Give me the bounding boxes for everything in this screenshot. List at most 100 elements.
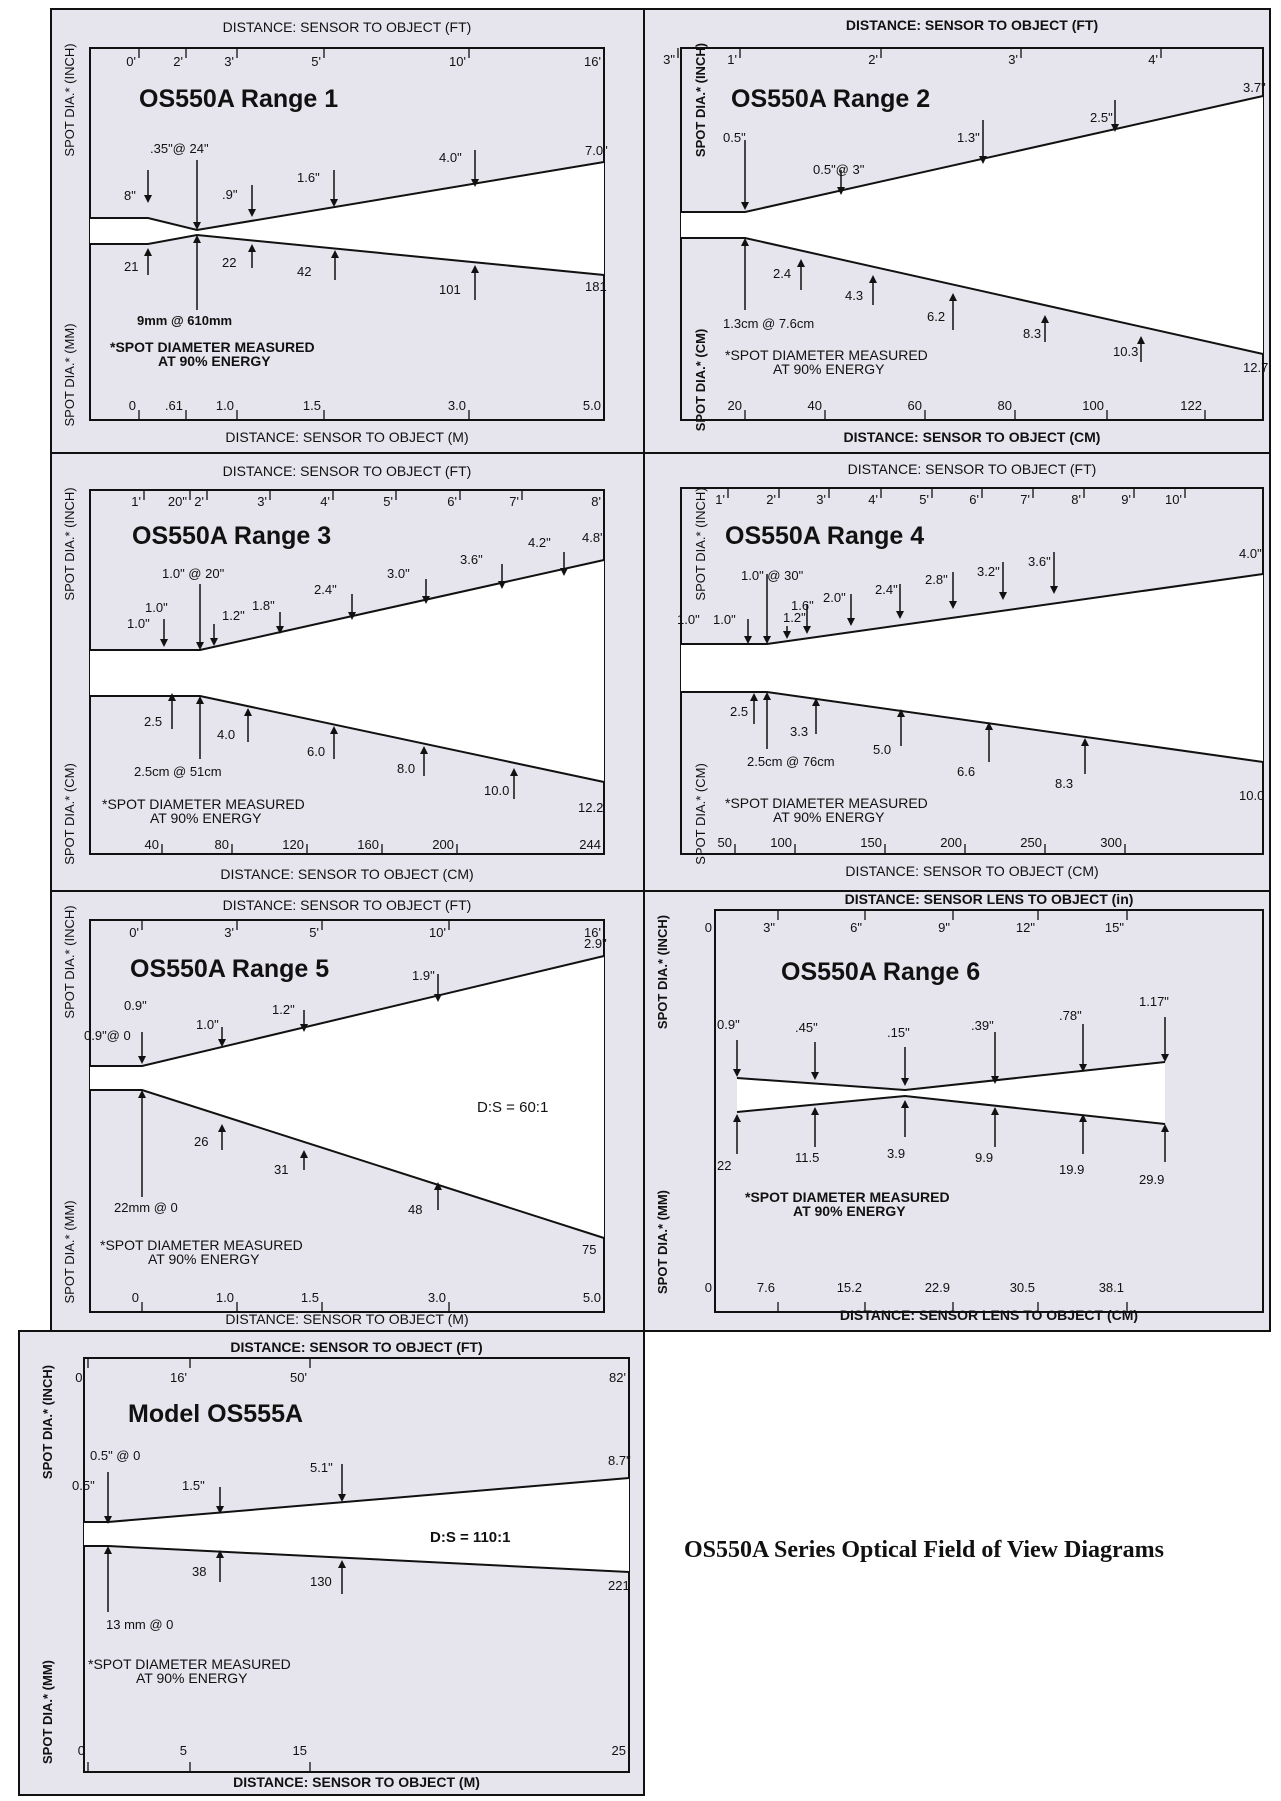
- top-tick-label: 15": [1105, 920, 1124, 935]
- top-tick-label: 3': [816, 492, 826, 507]
- bottom-tick-label: 38.1: [1099, 1280, 1124, 1295]
- arrowhead-up-icon: [1137, 336, 1145, 344]
- lower-spot-label: 8.3: [1023, 326, 1041, 341]
- top-tick-label: 16': [170, 1370, 187, 1385]
- upper-spot-label: 8": [124, 188, 136, 203]
- upper-spot-label: 1.6": [297, 170, 320, 185]
- upper-spot-label: .39": [971, 1018, 994, 1033]
- left-axis-title-inch: SPOT DIA.* (INCH): [62, 487, 77, 600]
- upper-spot-label: 2.4": [314, 582, 337, 597]
- top-tick-label: 6": [850, 920, 862, 935]
- left-axis-title-metric: SPOT DIA.* (CM): [62, 763, 77, 865]
- upper-spot-label: 2.8": [925, 572, 948, 587]
- upper-spot-label: 0.9": [124, 998, 147, 1013]
- bottom-tick-label: 15: [293, 1743, 307, 1758]
- arrowhead-up-icon: [741, 238, 749, 246]
- left-axis-title-metric: SPOT DIA.* (MM): [655, 1190, 670, 1294]
- arrowhead-up-icon: [1041, 315, 1049, 323]
- top-tick-label: 10': [449, 54, 466, 69]
- top-tick-label: 3': [224, 925, 234, 940]
- arrowhead-down-icon: [138, 1056, 146, 1064]
- upper-spot-label: 0.5": [723, 130, 746, 145]
- upper-spot-label: 4.0": [439, 150, 462, 165]
- lower-spot-label: 6.0: [307, 744, 325, 759]
- bottom-tick-label: 1.5: [303, 398, 321, 413]
- spot-diameter-footnote-line2: AT 90% ENERGY: [136, 1670, 248, 1686]
- distance-to-spot-ratio: D:S = 110:1: [430, 1529, 510, 1546]
- arrowhead-up-icon: [196, 696, 204, 704]
- arrowhead-up-icon: [750, 693, 758, 701]
- focus-point-note: 2.5cm @ 51cm: [134, 764, 222, 779]
- upper-spot-label: 0.5" @ 0: [90, 1448, 140, 1463]
- lower-spot-label: 10.0: [484, 783, 509, 798]
- focus-point-note: 2.5cm @ 76cm: [747, 754, 835, 769]
- bottom-axis-title: DISTANCE: SENSOR TO OBJECT (CM): [220, 866, 473, 882]
- lower-spot-label: 10.0: [1239, 788, 1264, 803]
- focus-point-note: 1.3cm @ 7.6cm: [723, 316, 814, 331]
- arrowhead-up-icon: [797, 259, 805, 267]
- upper-spot-label: 0.5": [72, 1478, 95, 1493]
- upper-spot-label: 1.17": [1139, 994, 1169, 1009]
- lower-spot-label: 9.9: [975, 1150, 993, 1165]
- diagram-title: OS550A Range 2: [731, 85, 930, 113]
- upper-spot-label: 1.0" @ 20": [162, 566, 225, 581]
- bottom-tick-label: 22.9: [925, 1280, 950, 1295]
- top-tick-label: 9': [1121, 492, 1131, 507]
- arrowhead-down-icon: [847, 618, 855, 626]
- arrowhead-down-icon: [248, 209, 256, 217]
- diagram-svg: DISTANCE: SENSOR TO OBJECT (FT) DISTANCE:…: [40, 1339, 631, 1790]
- diagram-svg: DISTANCE: SENSOR TO OBJECT (FT) DISTANCE:…: [62, 897, 607, 1327]
- top-tick-label: 7': [1020, 492, 1030, 507]
- top-tick-label: 1': [715, 492, 725, 507]
- top-tick-label: 5': [309, 925, 319, 940]
- beam-fill: [90, 956, 604, 1238]
- bottom-tick-label: 1.0: [216, 398, 234, 413]
- arrowhead-up-icon: [193, 235, 201, 243]
- arrowhead-up-icon: [331, 250, 339, 258]
- top-tick-label: 20": [168, 494, 187, 509]
- arrowhead-down-icon: [338, 1494, 346, 1502]
- arrowhead-up-icon: [812, 698, 820, 706]
- top-tick-label: 9": [938, 920, 950, 935]
- bottom-tick-label: 150: [860, 835, 882, 850]
- lower-spot-label: 8.0: [397, 761, 415, 776]
- upper-spot-label: 2.5": [1090, 110, 1113, 125]
- arrowhead-up-icon: [901, 1100, 909, 1108]
- top-axis-title: DISTANCE: SENSOR TO OBJECT (FT): [223, 19, 472, 35]
- lower-spot-label: 4.3: [845, 288, 863, 303]
- spot-diameter-footnote-line2: AT 90% ENERGY: [158, 353, 271, 369]
- lower-spot-label: 22: [717, 1158, 731, 1173]
- upper-spot-label: 7.0": [585, 143, 608, 158]
- top-tick-label: 4': [868, 492, 878, 507]
- arrowhead-down-icon: [144, 195, 152, 203]
- distance-to-spot-ratio: D:S = 60:1: [477, 1099, 548, 1116]
- bottom-tick-label: .61: [165, 398, 183, 413]
- upper-spot-label: .15": [887, 1025, 910, 1040]
- bottom-tick-label: 80: [998, 398, 1012, 413]
- spot-diameter-footnote: *SPOT DIAMETER MEASURED: [725, 347, 928, 363]
- upper-spot-label: 1.0": [145, 600, 168, 615]
- bottom-tick-label: 50: [718, 835, 732, 850]
- left-axis-title-metric: SPOT DIA.* (MM): [40, 1660, 55, 1764]
- arrowhead-up-icon: [330, 726, 338, 734]
- bottom-tick-label: 0: [132, 1290, 139, 1305]
- left-axis-title-inch: SPOT DIA.* (INCH): [693, 43, 708, 157]
- spot-diameter-footnote-line2: AT 90% ENERGY: [150, 810, 262, 826]
- arrowhead-up-icon: [811, 1107, 819, 1115]
- bottom-tick-label: 0: [78, 1743, 85, 1758]
- arrowhead-up-icon: [985, 722, 993, 730]
- top-tick-label: 6': [447, 494, 457, 509]
- diagram-svg: DISTANCE: SENSOR TO OBJECT (FT) DISTANCE:…: [677, 461, 1264, 879]
- arrowhead-down-icon: [783, 631, 791, 639]
- arrowhead-up-icon: [244, 708, 252, 716]
- left-axis-title-metric: SPOT DIA.* (MM): [62, 323, 77, 426]
- arrowhead-down-icon: [1050, 586, 1058, 594]
- beam-lower-edge: [90, 233, 605, 276]
- upper-spot-label: 4.8": [582, 530, 605, 545]
- upper-spot-label: 1.9": [412, 968, 435, 983]
- beam-fill: [737, 1062, 1165, 1124]
- arrowhead-up-icon: [144, 248, 152, 256]
- diagram-svg: DISTANCE: SENSOR TO OBJECT (FT) DISTANCE:…: [62, 19, 608, 445]
- lower-spot-label: 101: [439, 282, 461, 297]
- beam-fill: [681, 574, 1263, 762]
